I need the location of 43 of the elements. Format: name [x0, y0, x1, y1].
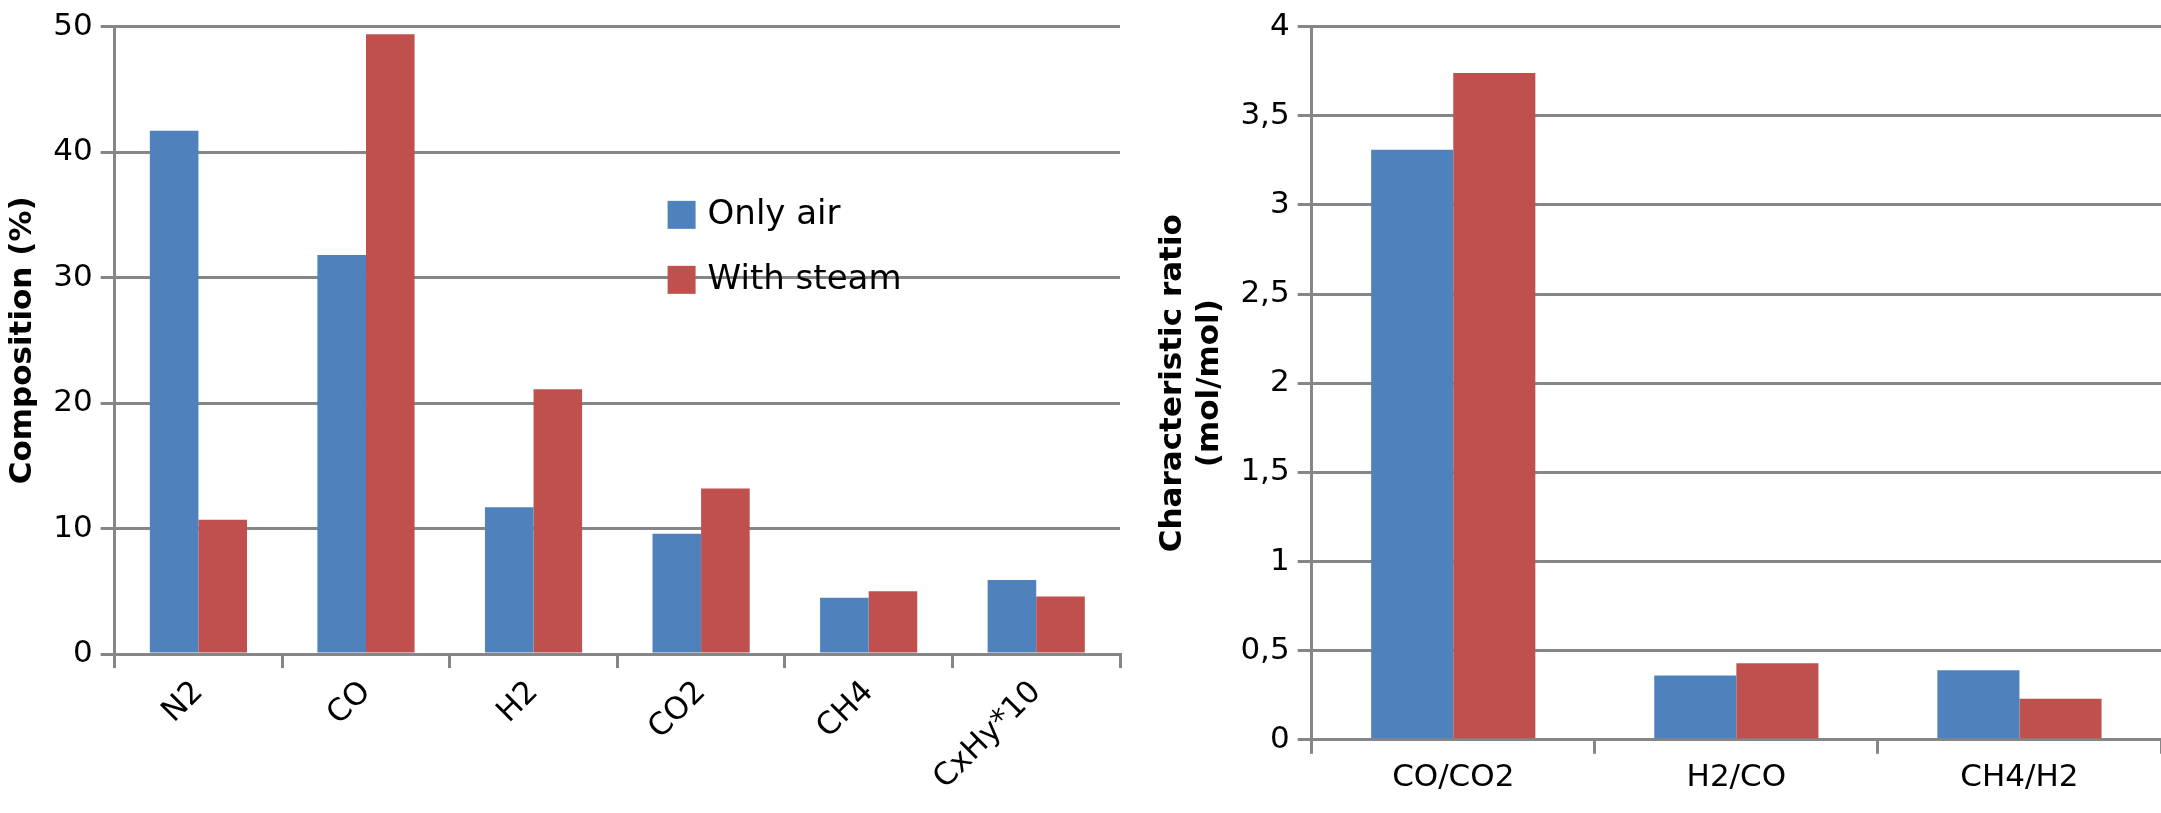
bar [1453, 72, 1536, 739]
y-tick-label: 4 [1269, 5, 1290, 42]
x-tick-label: CH4/H2 [1960, 757, 2079, 794]
y-axis-title: Composition (%) [1, 196, 38, 485]
bar [149, 130, 199, 653]
x-tick-label: N2 [153, 672, 210, 729]
y-tick-label: 2 [1269, 362, 1290, 399]
y-tick-label: 20 [53, 382, 93, 419]
y-tick-label: 50 [53, 5, 93, 42]
bar [317, 255, 366, 653]
y-tick-label: 0,5 [1240, 629, 1290, 666]
y-tick-label: 1 [1269, 540, 1290, 577]
bar [868, 591, 918, 653]
y-axis-title: Characteristic ratio (mol/mol) [1151, 214, 1225, 553]
y-tick-label: 40 [53, 131, 93, 168]
bar [701, 488, 750, 653]
bar [365, 34, 415, 653]
y-tick-label: 30 [53, 256, 93, 293]
legend-label: Only air [707, 191, 841, 232]
bar [987, 580, 1037, 653]
x-tick-label: H2 [488, 672, 545, 729]
x-tick-label: CO [318, 672, 377, 731]
legend-label: With steam [707, 256, 902, 297]
bar [1654, 675, 1737, 739]
x-tick-label: CO/CO2 [1392, 757, 1515, 794]
bar [652, 533, 702, 653]
y-tick-label: 0 [1269, 718, 1290, 755]
y-tick-label: 1,5 [1240, 451, 1290, 488]
bar [1736, 663, 1819, 739]
bar [2019, 698, 2102, 739]
bar [533, 389, 583, 653]
bar [820, 597, 869, 653]
y-tick-label: 10 [53, 507, 93, 544]
y-tick-label: 0 [72, 633, 93, 670]
bar [1371, 149, 1454, 739]
bar [198, 519, 248, 653]
y-tick-label: 3 [1269, 183, 1290, 220]
y-tick-label: 3,5 [1240, 94, 1290, 131]
bar [484, 507, 534, 653]
bar [1937, 670, 2020, 739]
x-tick-label: H2/CO [1686, 757, 1787, 794]
bar [1036, 596, 1085, 653]
y-tick-label: 2,5 [1240, 273, 1290, 310]
